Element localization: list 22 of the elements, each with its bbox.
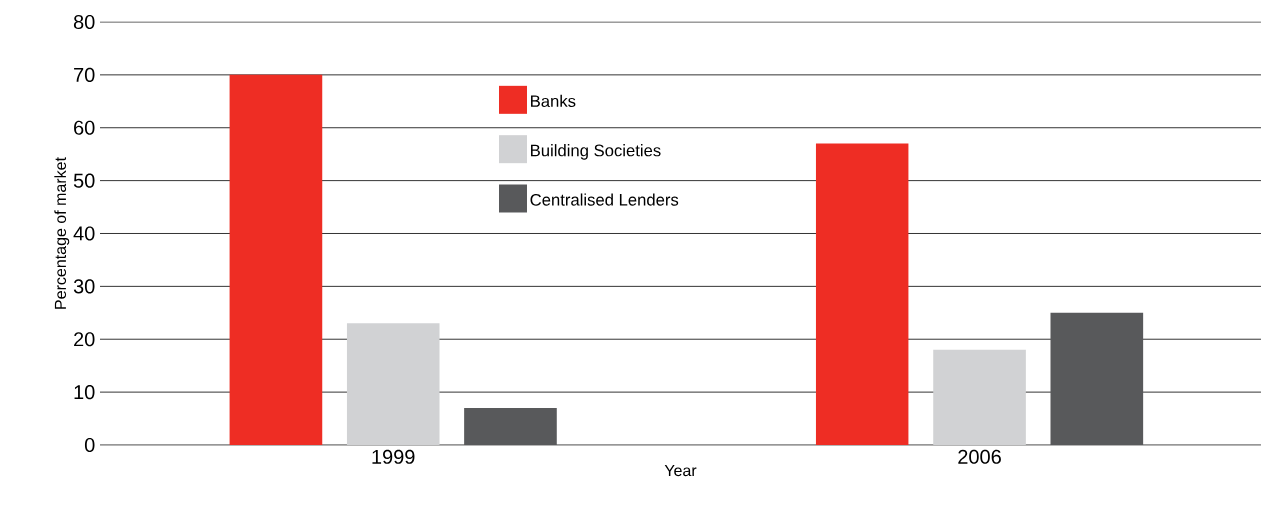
bar — [1050, 312, 1144, 445]
y-tick-label: 80 — [73, 14, 95, 30]
y-tick-label: 0 — [84, 437, 95, 453]
y-axis-title: Percentage of market — [54, 157, 70, 309]
bar — [933, 349, 1026, 445]
legend-label: Centralised Lenders — [530, 193, 679, 206]
y-tick-label: 20 — [74, 332, 95, 347]
x-axis-title: Year — [664, 465, 697, 477]
y-tick-label: 40 — [73, 226, 95, 241]
y-tick-label: 50 — [73, 173, 95, 188]
y-tick-label: 10 — [74, 385, 95, 400]
y-tick-label: 70 — [74, 67, 95, 82]
bar — [229, 74, 323, 445]
x-tick-label: 1999 — [372, 449, 415, 464]
bar — [464, 407, 557, 445]
bar — [815, 143, 909, 445]
y-tick-label: 60 — [74, 120, 95, 135]
x-tick-label: 2006 — [958, 449, 1001, 464]
legend-label: Building Societies — [531, 144, 661, 160]
y-tick-label: 30 — [73, 279, 95, 294]
legend-label: Banks — [531, 94, 576, 108]
bar — [346, 323, 440, 445]
